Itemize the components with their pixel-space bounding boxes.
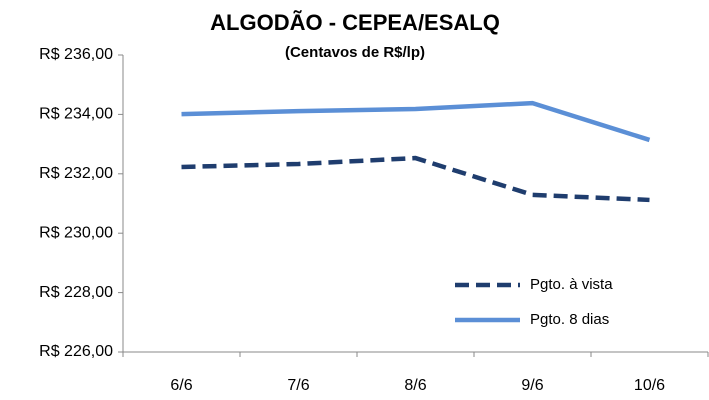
y-tick-label: R$ 230,00 [39,224,113,241]
series-line [181,100,651,143]
y-tick-label: R$ 234,00 [39,106,113,123]
y-tick-label: R$ 236,00 [39,46,113,63]
legend-label: Pgto. à vista [530,276,613,293]
x-tick-label: 10/6 [634,377,665,394]
chart-subtitle: (Centavos de R$/lp) [285,44,425,61]
x-tick-label: 9/6 [521,377,543,394]
series-line [181,155,650,203]
y-tick-label: R$ 228,00 [39,284,113,301]
x-tick-label: 6/6 [170,377,192,394]
y-tick-label: R$ 232,00 [39,165,113,182]
y-tick-label: R$ 226,00 [39,343,113,360]
legend-label: Pgto. 8 dias [530,311,609,328]
x-tick-label: 7/6 [287,377,309,394]
x-tick-label: 8/6 [404,377,426,394]
chart-title: ALGODÃO - CEPEA/ESALQ [210,10,500,35]
